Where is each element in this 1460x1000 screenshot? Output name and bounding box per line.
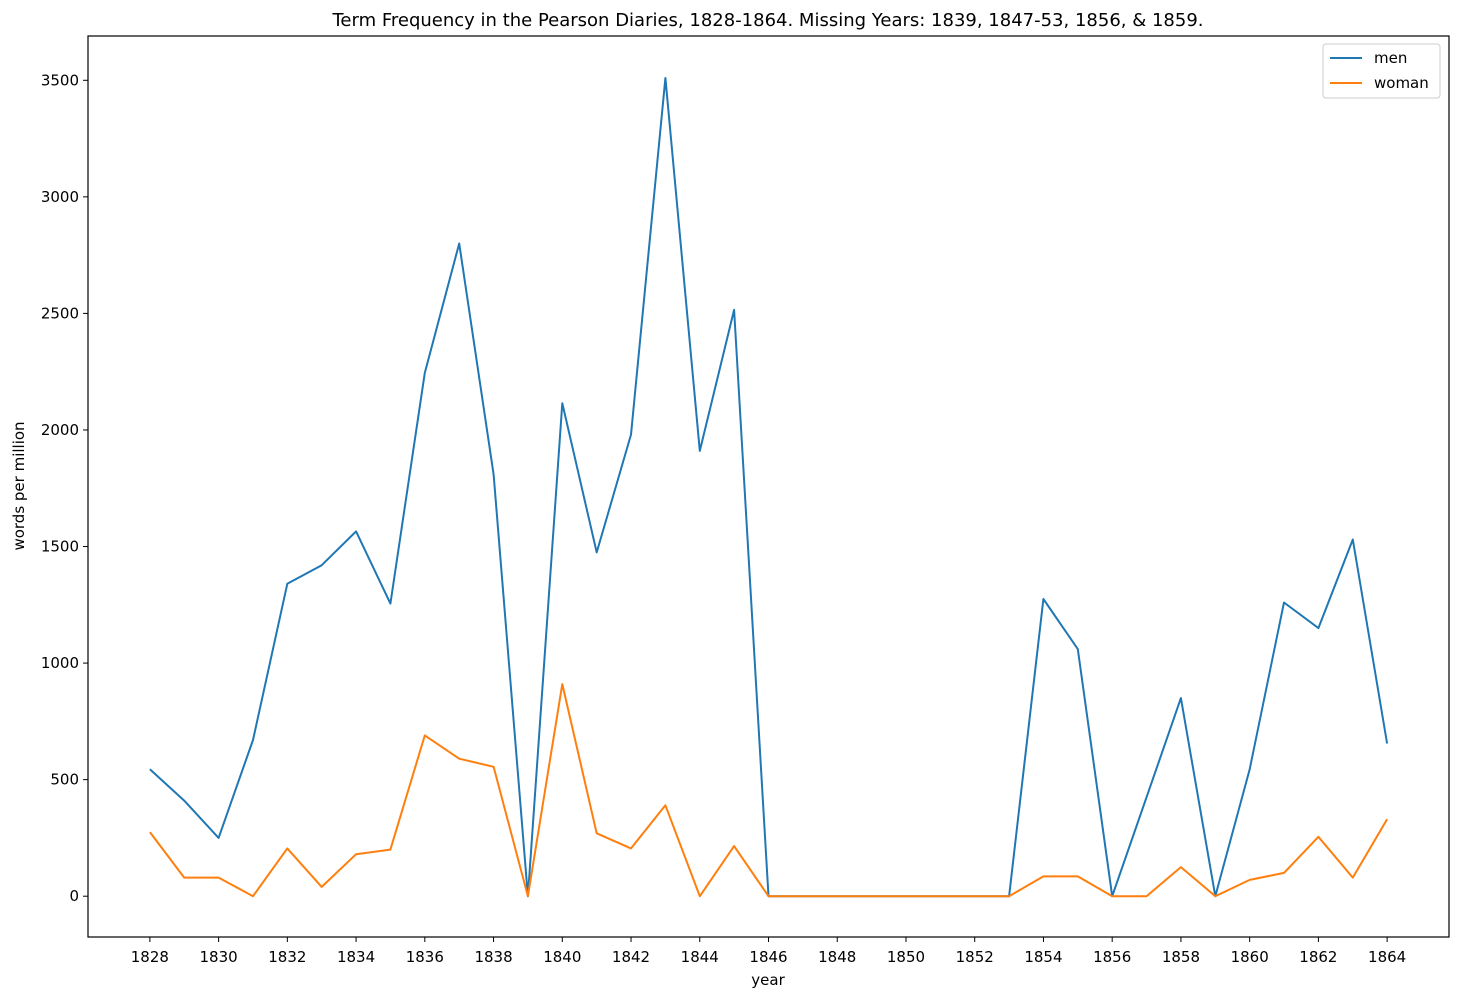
x-tick-label: 1856: [1093, 948, 1131, 966]
x-tick-label: 1840: [543, 948, 581, 966]
x-tick-label: 1836: [406, 948, 444, 966]
series-line-woman: [149, 683, 1388, 898]
x-tick-label: 1832: [268, 948, 306, 966]
x-tick-label: 1860: [1231, 948, 1269, 966]
x-tick-label: 1838: [474, 948, 512, 966]
x-tick-label: 1862: [1299, 948, 1337, 966]
chart-title: Term Frequency in the Pearson Diaries, 1…: [332, 10, 1204, 31]
y-tick-label: 0: [69, 887, 79, 905]
x-tick-label: 1844: [681, 948, 719, 966]
legend: men woman: [1322, 43, 1441, 99]
plot-lines: [149, 77, 1389, 898]
x-tick-label: 1854: [1024, 948, 1062, 966]
legend-label-men: men: [1374, 49, 1407, 67]
x-tick-label: 1846: [749, 948, 787, 966]
x-tick-label: 1828: [131, 948, 169, 966]
y-tick-label: 1000: [41, 654, 79, 672]
x-tick-label: 1852: [956, 948, 994, 966]
y-tick-label: 500: [50, 771, 79, 789]
y-axis: 0 500 1000 1500 2000 2500 3000 3500: [41, 71, 88, 905]
x-tick-label: 1858: [1162, 948, 1200, 966]
y-tick-label: 2000: [41, 421, 79, 439]
y-tick-label: 1500: [41, 538, 79, 556]
legend-label-woman: woman: [1374, 74, 1429, 92]
y-tick-label: 3500: [41, 71, 79, 89]
x-tick-label: 1834: [337, 948, 375, 966]
y-tick-label: 2500: [41, 304, 79, 322]
x-axis-label: year: [751, 971, 785, 989]
x-tick-label: 1848: [818, 948, 856, 966]
y-axis-label: words per million: [10, 421, 28, 550]
x-tick-label: 1864: [1368, 948, 1406, 966]
x-tick-label: 1830: [200, 948, 238, 966]
x-axis: 1828 1830 1832 1834 1836 1838 1840 1842 1844 1846…: [131, 937, 1406, 966]
y-tick-label: 3000: [41, 188, 79, 206]
x-tick-label: 1850: [887, 948, 925, 966]
x-tick-label: 1842: [612, 948, 650, 966]
